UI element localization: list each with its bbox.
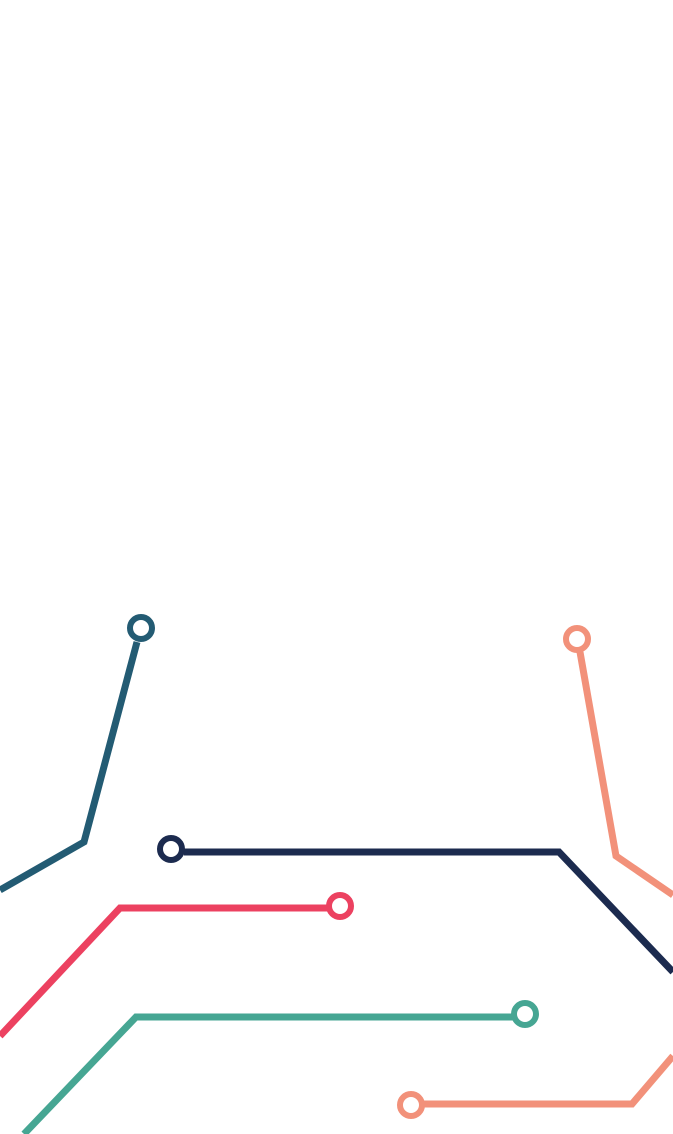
circuit-line: [21, 1013, 513, 1134]
circuit-line: [0, 904, 327, 1039]
circuit-line: [576, 651, 673, 898]
trace-teal-left: [0, 614, 155, 894]
trace-navy-middle: [157, 835, 673, 975]
circuit-line: [184, 848, 673, 975]
trace-salmon-bottom: [397, 1053, 673, 1119]
trace-green-lower: [21, 1000, 539, 1134]
circuit-node-icon: [511, 1000, 539, 1028]
circuit-node-icon: [563, 625, 591, 653]
circuit-node-icon: [397, 1091, 425, 1119]
circuit-line: [424, 1053, 673, 1108]
trace-salmon-right: [563, 625, 673, 898]
trace-red-middle: [0, 892, 354, 1039]
circuit-line: [0, 641, 141, 894]
circuit-node-icon: [127, 614, 155, 642]
circuit-node-icon: [157, 835, 185, 863]
circuit-node-icon: [326, 892, 354, 920]
